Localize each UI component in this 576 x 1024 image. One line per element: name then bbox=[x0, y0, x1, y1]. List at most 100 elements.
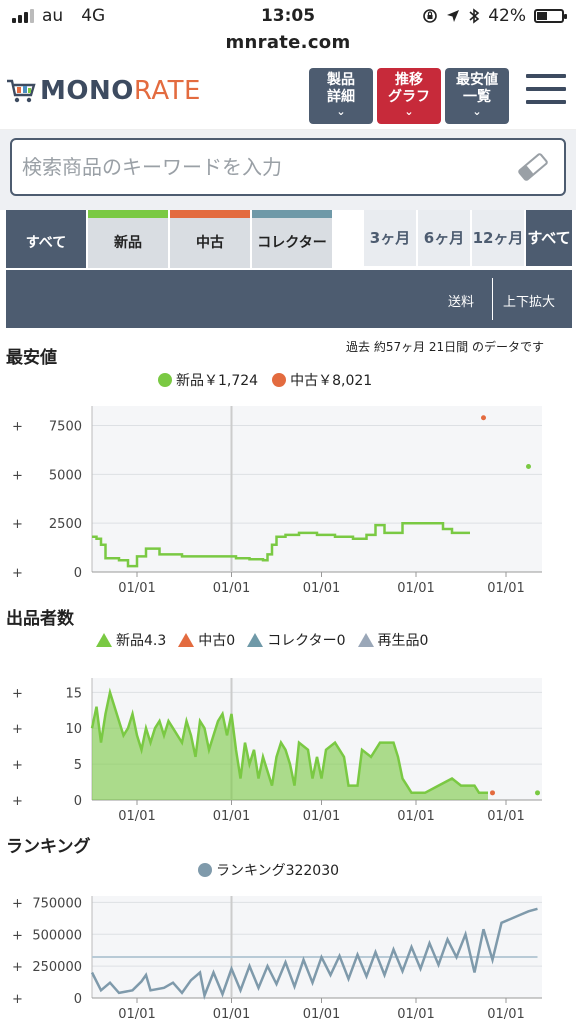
clear-icon[interactable] bbox=[516, 150, 550, 184]
x-tick-label: 01/01 bbox=[487, 809, 524, 824]
sellers-chart: +0 + 5 + 10 + 15 01/01 01/01 01/01 01/01 01/01 bbox=[12, 678, 542, 824]
status-bar: au 4G 13:05 42% bbox=[0, 0, 576, 32]
lowest-price-chart: +0 + 2500 + 5000 + 7500 01/01 01/01 01/01 01/01 01/… bbox=[12, 406, 542, 596]
range-3-months[interactable]: 3ヶ月 bbox=[364, 210, 416, 266]
logo-mono: MONO bbox=[40, 76, 134, 106]
chevron-down-icon: ⌄ bbox=[472, 105, 482, 118]
lowest-price-label-2: 一覧 bbox=[463, 89, 491, 105]
legend-new-label[interactable]: 新品￥1,724 bbox=[176, 373, 259, 389]
site-logo[interactable]: MONORATE bbox=[6, 76, 201, 106]
tab-used[interactable]: 中古 bbox=[170, 210, 250, 268]
y-tick-label: + bbox=[12, 517, 23, 532]
tab-used-label: 中古 bbox=[196, 235, 224, 251]
legend-new-icon bbox=[96, 633, 112, 647]
y-tick-label: + bbox=[12, 758, 23, 773]
toolbar-divider bbox=[492, 278, 493, 320]
legend-refurb-label[interactable]: 再生品0 bbox=[377, 633, 429, 649]
y-tick-label: 750000 bbox=[32, 896, 82, 911]
x-tick-label: 01/01 bbox=[487, 1007, 524, 1022]
tab-all[interactable]: すべて bbox=[6, 210, 86, 268]
legend-used-icon bbox=[178, 633, 195, 647]
search-input[interactable] bbox=[12, 140, 492, 194]
chevron-down-icon: ⌄ bbox=[404, 105, 414, 118]
y-tick-label: 2500 bbox=[49, 517, 82, 532]
x-tick-label: 01/01 bbox=[397, 809, 434, 824]
y-tick-label: + bbox=[12, 468, 23, 483]
product-detail-button[interactable]: 製品 詳細 ⌄ bbox=[309, 68, 373, 124]
y-tick-label: + bbox=[12, 896, 23, 911]
legend-sellers: 新品4.3 中古0 コレクター0 再生品0 bbox=[96, 630, 428, 650]
chart-title-sellers: 出品者数 bbox=[6, 609, 74, 629]
ranking-chart: + 0 + 250000 + 500000 + 750000 01/01 01/01 01/… bbox=[12, 896, 542, 1022]
legend-used-icon bbox=[272, 373, 287, 387]
search-area bbox=[0, 130, 576, 210]
y-tick-label: 7500 bbox=[49, 420, 82, 435]
legend-used-label[interactable]: 中古￥8,021 bbox=[290, 373, 373, 389]
trend-graph-label-2: グラフ bbox=[388, 89, 430, 105]
shipping-toggle[interactable]: 送料 bbox=[448, 295, 475, 310]
y-tick-label: 250000 bbox=[32, 960, 82, 975]
legend-lowest-price: 新品￥1,724 中古￥8,021 bbox=[158, 370, 372, 390]
search-box bbox=[10, 138, 566, 196]
legend-ranking-icon bbox=[198, 863, 212, 877]
series-line bbox=[90, 687, 488, 795]
legend-collector-label[interactable]: コレクター0 bbox=[267, 633, 346, 649]
y-tick-label: + bbox=[12, 992, 23, 1007]
y-tick-label: 0 bbox=[74, 566, 82, 581]
x-tick-label: 01/01 bbox=[213, 581, 250, 596]
x-tick-label: 01/01 bbox=[303, 809, 340, 824]
x-tick-label: 01/01 bbox=[303, 1007, 340, 1022]
chevron-down-icon: ⌄ bbox=[336, 105, 346, 118]
y-tick-label: 0 bbox=[74, 794, 82, 809]
bluetooth-icon bbox=[469, 8, 480, 24]
range-all[interactable]: すべて bbox=[526, 210, 572, 266]
product-detail-label-1: 製品 bbox=[327, 72, 355, 88]
x-tick-label: 01/01 bbox=[213, 1007, 250, 1022]
orientation-lock-icon bbox=[423, 9, 438, 23]
x-tick-label: 01/01 bbox=[303, 581, 340, 596]
x-tick-label: 01/01 bbox=[397, 1007, 434, 1022]
chart-title-lowest-price: 最安値 bbox=[6, 348, 57, 368]
clock: 13:05 bbox=[260, 6, 316, 26]
x-tick-label: 01/01 bbox=[118, 809, 155, 824]
trend-graph-button[interactable]: 推移 グラフ ⌄ bbox=[377, 68, 441, 124]
tab-all-label: すべて bbox=[25, 235, 67, 251]
series-area bbox=[92, 692, 488, 800]
y-tick-label: + bbox=[12, 794, 23, 809]
tab-collector-label: コレクター bbox=[257, 235, 327, 251]
trend-graph-label-1: 推移 bbox=[395, 72, 423, 88]
product-detail-label-2: 詳細 bbox=[327, 89, 355, 105]
zoom-toggle[interactable]: 上下拡大 bbox=[503, 295, 556, 310]
y-tick-label: 15 bbox=[65, 686, 82, 701]
range-6-months[interactable]: 6ヶ月 bbox=[418, 210, 470, 266]
tab-collector[interactable]: コレクター bbox=[252, 210, 332, 268]
legend-ranking-label[interactable]: ランキング322030 bbox=[216, 863, 340, 879]
lowest-price-list-button[interactable]: 最安値 一覧 ⌄ bbox=[445, 68, 509, 124]
site-header: MONORATE 製品 詳細 ⌄ 推移 グラフ ⌄ 最安値 一覧 ⌄ bbox=[0, 60, 576, 130]
tab-new[interactable]: 新品 bbox=[88, 210, 168, 268]
y-tick-label: + bbox=[12, 566, 23, 581]
range-12-months[interactable]: 12ヶ月 bbox=[472, 210, 524, 266]
legend-used-label[interactable]: 中古0 bbox=[198, 633, 236, 649]
legend-new-icon bbox=[158, 373, 172, 387]
chart-title-ranking: ランキング bbox=[6, 837, 91, 857]
y-tick-label: + bbox=[12, 722, 23, 737]
x-tick-label: 01/01 bbox=[213, 809, 250, 824]
y-tick-label: 500000 bbox=[32, 928, 82, 943]
x-tick-label: 01/01 bbox=[487, 581, 524, 596]
battery-icon bbox=[534, 9, 567, 23]
data-point bbox=[535, 790, 540, 796]
series-line bbox=[90, 907, 538, 1000]
y-tick-label: + bbox=[12, 686, 23, 701]
y-tick-label: + bbox=[12, 420, 23, 435]
legend-refurb-icon bbox=[357, 633, 374, 647]
legend-new-label[interactable]: 新品4.3 bbox=[116, 633, 167, 649]
hamburger-menu-icon[interactable] bbox=[526, 74, 566, 108]
plot-area bbox=[92, 406, 542, 572]
y-tick-label: 0 bbox=[74, 992, 82, 1007]
legend-collector-icon bbox=[247, 633, 264, 647]
address-bar[interactable]: mnrate.com bbox=[225, 32, 351, 53]
y-tick-label: 5 bbox=[74, 758, 82, 773]
series-line bbox=[92, 521, 470, 568]
plot-area bbox=[92, 896, 542, 998]
